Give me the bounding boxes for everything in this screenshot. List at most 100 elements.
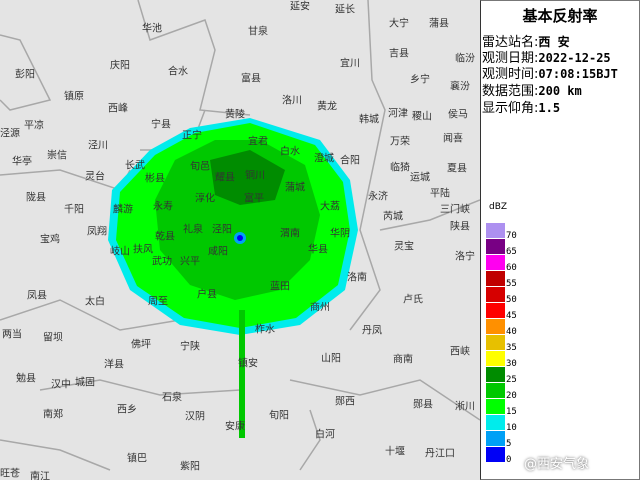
city-label: 西峰: [108, 103, 128, 115]
legend-swatch: [486, 415, 505, 430]
city-label: 城固: [75, 377, 95, 389]
city-label: 镇原: [64, 91, 84, 103]
info-value: 西 安: [538, 35, 570, 49]
city-label: 铜川: [245, 170, 265, 182]
city-label: 千阳: [64, 204, 84, 216]
info-value: 1.5: [538, 101, 561, 115]
legend-value: 30: [506, 359, 517, 369]
city-label: 平凉: [24, 120, 44, 132]
info-row: 观测时间:07:08:15BJT: [482, 63, 618, 82]
city-label: 乡宁: [410, 74, 430, 86]
product-title: 基本反射率: [522, 7, 598, 25]
city-label: 宜川: [340, 58, 360, 70]
city-label: 黄陵: [225, 109, 245, 121]
city-label: 陕县: [450, 221, 470, 233]
city-label: 富平: [244, 193, 264, 205]
city-label: 大宁: [389, 18, 409, 30]
legend-swatch: [486, 399, 505, 414]
legend-unit: dBZ: [489, 202, 508, 212]
city-label: 蒲城: [285, 182, 305, 194]
legend-swatch: [486, 287, 505, 302]
city-label: 郧西: [335, 396, 355, 408]
city-label: 两当: [2, 329, 22, 341]
city-label: 商南: [393, 354, 413, 366]
legend-value: 15: [506, 407, 517, 417]
legend-swatch: [486, 335, 505, 350]
city-label: 泾源: [0, 128, 20, 140]
city-label: 佛坪: [131, 339, 151, 351]
city-label: 华池: [142, 23, 162, 35]
city-label: 洛宁: [455, 251, 475, 263]
city-label: 耀县: [215, 172, 235, 184]
legend-value: 45: [506, 311, 517, 321]
city-label: 凤翔: [87, 226, 107, 238]
legend-value: 0: [506, 455, 512, 465]
legend-swatch: [486, 431, 505, 446]
info-label: 雷达站名:: [482, 35, 539, 50]
legend-value: 60: [506, 263, 517, 273]
radar-map: 华池 庆阳 合水 彭阳 镇原 西峰 宁县 黄陵 平凉 泾源 正宁 泾川 华亭 崇信 长武 旬邑 灵台 彬县 耀县 陇县…: [0, 0, 480, 480]
city-label: 芮城: [383, 211, 403, 223]
city-label: 旬阳: [269, 410, 289, 422]
legend-value: 55: [506, 279, 517, 289]
city-label: 汉中: [51, 379, 71, 391]
legend-swatch: [486, 223, 505, 238]
city-label: 运城: [410, 172, 430, 184]
city-label: 南江: [30, 471, 50, 480]
city-label: 西峡: [450, 346, 470, 358]
legend-value: 10: [506, 423, 517, 433]
city-label: 夏县: [447, 163, 467, 175]
echo-radial-stripe: [239, 310, 245, 438]
city-label: 蓝田: [270, 281, 290, 293]
city-label: 澄城: [314, 153, 334, 165]
city-label: 户县: [197, 289, 217, 301]
info-label: 显示仰角:: [482, 101, 539, 116]
city-label: 洛川: [282, 95, 302, 107]
legend-swatch: [486, 351, 505, 366]
city-label: 西乡: [117, 404, 137, 416]
city-label: 富县: [241, 73, 261, 85]
city-label: 蒲县: [429, 18, 449, 30]
legend-swatch: [486, 303, 505, 318]
city-label: 彬县: [145, 173, 165, 185]
city-label: 韩城: [359, 114, 379, 126]
city-label: 长武: [125, 160, 145, 172]
city-label: 吉县: [389, 48, 409, 60]
city-label: 渭南: [280, 228, 300, 240]
city-label: 宁陕: [180, 341, 200, 353]
city-label: 凤县: [27, 290, 47, 302]
legend-value: 40: [506, 327, 517, 337]
city-label: 华县: [308, 244, 328, 256]
city-label: 兴平: [180, 256, 200, 268]
city-label: 郧县: [413, 399, 433, 411]
info-value: 2022-12-25: [538, 51, 611, 65]
info-label: 观测时间:: [482, 67, 539, 82]
city-label: 宁县: [151, 119, 171, 131]
city-label: 三门峡: [440, 204, 470, 216]
city-label: 庆阳: [110, 60, 130, 72]
city-label: 南郑: [43, 409, 63, 421]
city-label: 周至: [148, 296, 168, 308]
city-label: 镇安: [238, 358, 258, 370]
radar-echo-layer: [0, 0, 480, 471]
watermark: @西安气象: [524, 457, 590, 472]
city-label: 扶风: [133, 244, 153, 256]
legend-swatch: [486, 319, 505, 334]
city-label: 正宁: [182, 130, 202, 142]
city-label: 丹凤: [362, 325, 382, 337]
city-label: 陇县: [26, 192, 46, 204]
city-label: 侯马: [448, 109, 468, 121]
city-label: 武功: [152, 256, 172, 268]
city-label: 泾川: [88, 140, 108, 152]
info-value: 200 km: [538, 84, 582, 98]
city-label: 泾阳: [212, 224, 232, 236]
legend-swatch: [486, 447, 505, 462]
radar-site-center: [237, 235, 243, 241]
city-label: 留坝: [43, 332, 63, 344]
city-label: 黄龙: [317, 101, 337, 113]
city-label: 华亭: [12, 156, 32, 168]
city-label: 延安: [290, 1, 310, 13]
city-label: 白水: [280, 146, 300, 158]
city-label: 临猗: [390, 162, 410, 174]
city-label: 紫阳: [180, 461, 200, 473]
